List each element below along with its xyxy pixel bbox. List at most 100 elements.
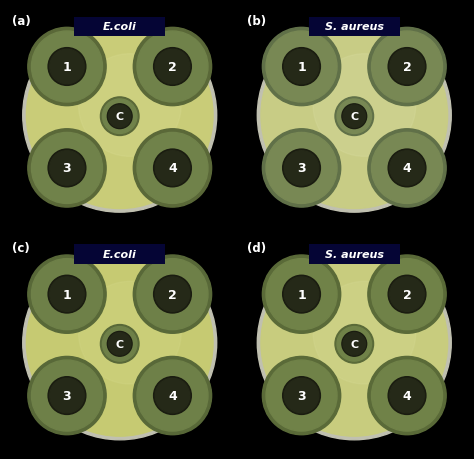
Text: (a): (a) — [12, 15, 31, 28]
Circle shape — [263, 28, 341, 106]
Circle shape — [31, 259, 102, 330]
Circle shape — [263, 255, 341, 334]
Circle shape — [154, 276, 191, 313]
Circle shape — [50, 379, 84, 413]
Circle shape — [50, 151, 84, 186]
Circle shape — [155, 50, 190, 84]
Circle shape — [79, 55, 181, 157]
FancyBboxPatch shape — [74, 245, 165, 264]
Circle shape — [31, 32, 102, 103]
Circle shape — [154, 150, 191, 187]
Circle shape — [337, 327, 372, 361]
Circle shape — [390, 151, 424, 186]
FancyBboxPatch shape — [74, 18, 165, 37]
Circle shape — [266, 32, 337, 103]
Text: C: C — [350, 339, 358, 349]
Circle shape — [284, 50, 319, 84]
Text: S. aureus: S. aureus — [325, 22, 384, 32]
Text: 3: 3 — [297, 162, 306, 175]
Text: S. aureus: S. aureus — [325, 250, 384, 259]
Text: 1: 1 — [297, 288, 306, 301]
Circle shape — [27, 23, 213, 209]
Text: 4: 4 — [168, 162, 177, 175]
Circle shape — [343, 106, 365, 128]
Circle shape — [27, 250, 213, 436]
Circle shape — [284, 151, 319, 186]
Circle shape — [388, 150, 426, 187]
Circle shape — [313, 282, 416, 384]
Circle shape — [48, 276, 86, 313]
Text: 4: 4 — [402, 389, 411, 402]
Text: E.coli: E.coli — [103, 22, 137, 32]
Circle shape — [368, 129, 446, 207]
Circle shape — [372, 32, 443, 103]
Circle shape — [313, 55, 416, 157]
Circle shape — [28, 28, 106, 106]
Text: E.coli: E.coli — [103, 250, 137, 259]
Circle shape — [31, 360, 102, 431]
Circle shape — [137, 133, 208, 204]
FancyBboxPatch shape — [309, 245, 400, 264]
Circle shape — [48, 49, 86, 86]
Circle shape — [390, 277, 424, 312]
Text: 3: 3 — [63, 389, 71, 402]
Circle shape — [390, 50, 424, 84]
Circle shape — [137, 259, 208, 330]
Circle shape — [107, 332, 132, 357]
Circle shape — [23, 246, 217, 440]
Circle shape — [266, 259, 337, 330]
Circle shape — [335, 325, 374, 364]
Text: 2: 2 — [168, 61, 177, 74]
Circle shape — [137, 32, 208, 103]
Text: (b): (b) — [247, 15, 266, 28]
Circle shape — [283, 276, 320, 313]
Circle shape — [335, 98, 374, 136]
Text: C: C — [116, 339, 124, 349]
Text: C: C — [116, 112, 124, 122]
Circle shape — [102, 100, 137, 134]
Text: 3: 3 — [63, 162, 71, 175]
Circle shape — [133, 28, 211, 106]
Circle shape — [102, 327, 137, 361]
Circle shape — [23, 19, 217, 213]
Circle shape — [133, 129, 211, 207]
Circle shape — [154, 49, 191, 86]
Circle shape — [368, 255, 446, 334]
Circle shape — [266, 360, 337, 431]
Circle shape — [100, 325, 139, 364]
Circle shape — [154, 377, 191, 414]
Circle shape — [390, 379, 424, 413]
Circle shape — [107, 105, 132, 129]
Circle shape — [266, 133, 337, 204]
Text: C: C — [350, 112, 358, 122]
Circle shape — [133, 357, 211, 435]
Circle shape — [372, 259, 443, 330]
Text: 1: 1 — [63, 288, 72, 301]
Circle shape — [263, 357, 341, 435]
Circle shape — [28, 255, 106, 334]
Circle shape — [283, 150, 320, 187]
Circle shape — [28, 357, 106, 435]
Text: 2: 2 — [402, 61, 411, 74]
Circle shape — [50, 50, 84, 84]
Circle shape — [372, 360, 443, 431]
Circle shape — [283, 49, 320, 86]
Circle shape — [343, 333, 365, 355]
Circle shape — [337, 100, 372, 134]
Circle shape — [137, 360, 208, 431]
Text: 3: 3 — [297, 389, 306, 402]
Circle shape — [155, 151, 190, 186]
Text: 1: 1 — [297, 61, 306, 74]
Circle shape — [284, 277, 319, 312]
Circle shape — [48, 150, 86, 187]
Text: (d): (d) — [247, 242, 266, 255]
Circle shape — [263, 129, 341, 207]
Circle shape — [133, 255, 211, 334]
Text: 2: 2 — [168, 288, 177, 301]
Circle shape — [109, 333, 131, 355]
Circle shape — [50, 277, 84, 312]
Text: (c): (c) — [12, 242, 30, 255]
Circle shape — [261, 250, 447, 436]
Circle shape — [388, 276, 426, 313]
Circle shape — [342, 105, 367, 129]
